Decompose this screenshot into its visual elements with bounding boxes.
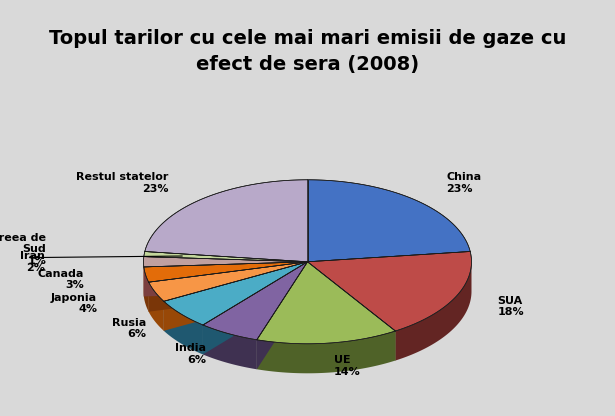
Text: India
6%: India 6% (175, 343, 207, 364)
Polygon shape (308, 262, 395, 361)
Polygon shape (203, 262, 308, 354)
Polygon shape (149, 282, 164, 331)
Polygon shape (149, 262, 308, 312)
Polygon shape (203, 262, 308, 340)
Polygon shape (143, 257, 308, 267)
Polygon shape (308, 262, 395, 361)
Text: UE
14%: UE 14% (334, 355, 360, 377)
Polygon shape (257, 262, 395, 344)
Text: SUA
18%: SUA 18% (498, 296, 524, 317)
Title: Topul tarilor cu cele mai mari emisii de gaze cu
efect de sera (2008): Topul tarilor cu cele mai mari emisii de… (49, 29, 566, 74)
Text: Japonia
4%: Japonia 4% (51, 292, 97, 314)
Polygon shape (164, 262, 308, 325)
Text: Coreea de
Sud
1%: Coreea de Sud 1% (0, 233, 46, 266)
Polygon shape (203, 325, 257, 369)
Polygon shape (308, 180, 470, 262)
Polygon shape (257, 331, 395, 373)
Polygon shape (144, 262, 308, 297)
Polygon shape (149, 262, 308, 301)
Polygon shape (164, 262, 308, 331)
Text: China
23%: China 23% (446, 172, 482, 194)
Polygon shape (144, 267, 149, 312)
Text: Restul statelor
23%: Restul statelor 23% (76, 172, 169, 194)
Polygon shape (145, 180, 308, 262)
Polygon shape (203, 262, 308, 354)
Polygon shape (144, 262, 308, 297)
Text: Iran
2%: Iran 2% (20, 251, 45, 272)
Polygon shape (308, 252, 472, 331)
Polygon shape (149, 262, 308, 312)
Polygon shape (144, 252, 308, 262)
Polygon shape (257, 262, 308, 369)
Text: Canada
3%: Canada 3% (38, 269, 84, 290)
Polygon shape (164, 262, 308, 331)
Text: Rusia
6%: Rusia 6% (111, 318, 146, 339)
Polygon shape (395, 263, 472, 361)
Polygon shape (257, 262, 308, 369)
Polygon shape (144, 262, 308, 282)
Polygon shape (164, 301, 203, 354)
